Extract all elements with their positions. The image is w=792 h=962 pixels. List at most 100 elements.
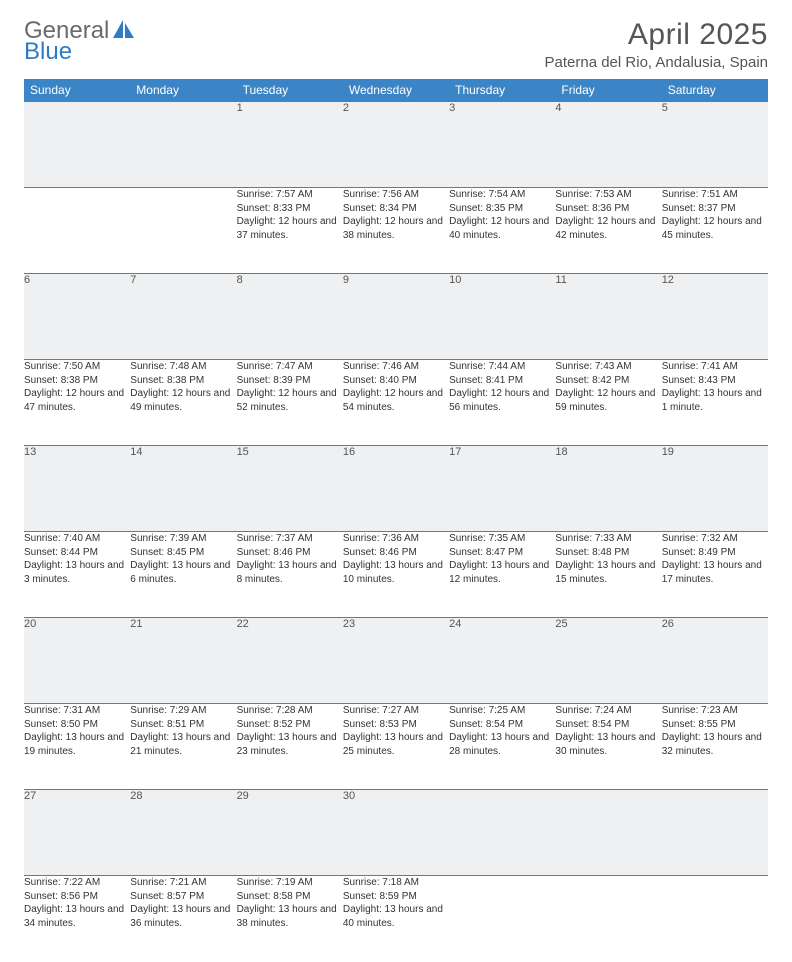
- daylight-line: Daylight: 13 hours and 36 minutes.: [130, 903, 236, 930]
- daylight-line: Daylight: 13 hours and 3 minutes.: [24, 559, 130, 586]
- sunrise-line: Sunrise: 7:22 AM: [24, 876, 130, 890]
- day-content-cell: Sunrise: 7:28 AMSunset: 8:52 PMDaylight:…: [237, 704, 343, 790]
- day-content-cell: Sunrise: 7:41 AMSunset: 8:43 PMDaylight:…: [662, 360, 768, 446]
- day-number-cell: 20: [24, 618, 130, 704]
- day-number-cell: 26: [662, 618, 768, 704]
- week-content-row: Sunrise: 7:22 AMSunset: 8:56 PMDaylight:…: [24, 876, 768, 962]
- daylight-line: Daylight: 12 hours and 40 minutes.: [449, 215, 555, 242]
- day-number-cell: 5: [662, 102, 768, 188]
- sunrise-line: Sunrise: 7:57 AM: [237, 188, 343, 202]
- location-subtitle: Paterna del Rio, Andalusia, Spain: [545, 54, 768, 71]
- day-number-cell: 2: [343, 102, 449, 188]
- daylight-line: Daylight: 13 hours and 23 minutes.: [237, 731, 343, 758]
- day-content-cell: Sunrise: 7:18 AMSunset: 8:59 PMDaylight:…: [343, 876, 449, 962]
- daylight-line: Daylight: 13 hours and 19 minutes.: [24, 731, 130, 758]
- day-number-cell: 17: [449, 446, 555, 532]
- sunset-line: Sunset: 8:34 PM: [343, 202, 449, 216]
- day-content-cell: Sunrise: 7:44 AMSunset: 8:41 PMDaylight:…: [449, 360, 555, 446]
- sunrise-line: Sunrise: 7:39 AM: [130, 532, 236, 546]
- weekday-header: Tuesday: [237, 79, 343, 102]
- day-content-cell: [24, 188, 130, 274]
- week-content-row: Sunrise: 7:40 AMSunset: 8:44 PMDaylight:…: [24, 532, 768, 618]
- sunset-line: Sunset: 8:38 PM: [130, 374, 236, 388]
- daylight-line: Daylight: 13 hours and 10 minutes.: [343, 559, 449, 586]
- day-number-cell: 16: [343, 446, 449, 532]
- sunset-line: Sunset: 8:40 PM: [343, 374, 449, 388]
- sunrise-line: Sunrise: 7:31 AM: [24, 704, 130, 718]
- day-content-cell: Sunrise: 7:19 AMSunset: 8:58 PMDaylight:…: [237, 876, 343, 962]
- day-content-cell: Sunrise: 7:29 AMSunset: 8:51 PMDaylight:…: [130, 704, 236, 790]
- sunrise-line: Sunrise: 7:36 AM: [343, 532, 449, 546]
- daylight-line: Daylight: 13 hours and 17 minutes.: [662, 559, 768, 586]
- day-number-cell: 3: [449, 102, 555, 188]
- day-content-cell: [555, 876, 661, 962]
- weekday-header: Saturday: [662, 79, 768, 102]
- weekday-header: Wednesday: [343, 79, 449, 102]
- sunrise-line: Sunrise: 7:41 AM: [662, 360, 768, 374]
- sunset-line: Sunset: 8:42 PM: [555, 374, 661, 388]
- weekday-header-row: SundayMondayTuesdayWednesdayThursdayFrid…: [24, 79, 768, 102]
- day-content-cell: Sunrise: 7:25 AMSunset: 8:54 PMDaylight:…: [449, 704, 555, 790]
- day-content-cell: Sunrise: 7:23 AMSunset: 8:55 PMDaylight:…: [662, 704, 768, 790]
- daylight-line: Daylight: 13 hours and 1 minute.: [662, 387, 768, 414]
- day-content-cell: Sunrise: 7:43 AMSunset: 8:42 PMDaylight:…: [555, 360, 661, 446]
- sunrise-line: Sunrise: 7:25 AM: [449, 704, 555, 718]
- week-content-row: Sunrise: 7:31 AMSunset: 8:50 PMDaylight:…: [24, 704, 768, 790]
- sunrise-line: Sunrise: 7:29 AM: [130, 704, 236, 718]
- sunset-line: Sunset: 8:45 PM: [130, 546, 236, 560]
- sunrise-line: Sunrise: 7:56 AM: [343, 188, 449, 202]
- sunrise-line: Sunrise: 7:35 AM: [449, 532, 555, 546]
- day-content-cell: Sunrise: 7:54 AMSunset: 8:35 PMDaylight:…: [449, 188, 555, 274]
- day-number-cell: [449, 790, 555, 876]
- day-number-cell: 25: [555, 618, 661, 704]
- sunrise-line: Sunrise: 7:54 AM: [449, 188, 555, 202]
- day-number-cell: 7: [130, 274, 236, 360]
- daylight-line: Daylight: 12 hours and 56 minutes.: [449, 387, 555, 414]
- day-number-cell: [662, 790, 768, 876]
- sunrise-line: Sunrise: 7:28 AM: [237, 704, 343, 718]
- daylight-line: Daylight: 12 hours and 45 minutes.: [662, 215, 768, 242]
- sunrise-line: Sunrise: 7:40 AM: [24, 532, 130, 546]
- day-number-cell: 1: [237, 102, 343, 188]
- sunrise-line: Sunrise: 7:33 AM: [555, 532, 661, 546]
- day-content-cell: Sunrise: 7:27 AMSunset: 8:53 PMDaylight:…: [343, 704, 449, 790]
- daylight-line: Daylight: 13 hours and 25 minutes.: [343, 731, 449, 758]
- sunrise-line: Sunrise: 7:43 AM: [555, 360, 661, 374]
- daylight-line: Daylight: 13 hours and 32 minutes.: [662, 731, 768, 758]
- title-block: April 2025 Paterna del Rio, Andalusia, S…: [545, 18, 768, 71]
- sunset-line: Sunset: 8:55 PM: [662, 718, 768, 732]
- sunset-line: Sunset: 8:50 PM: [24, 718, 130, 732]
- day-number-cell: 18: [555, 446, 661, 532]
- day-number-cell: 28: [130, 790, 236, 876]
- day-number-cell: 15: [237, 446, 343, 532]
- sunset-line: Sunset: 8:43 PM: [662, 374, 768, 388]
- day-number-cell: 21: [130, 618, 236, 704]
- day-content-cell: Sunrise: 7:37 AMSunset: 8:46 PMDaylight:…: [237, 532, 343, 618]
- sunset-line: Sunset: 8:38 PM: [24, 374, 130, 388]
- sunrise-line: Sunrise: 7:48 AM: [130, 360, 236, 374]
- day-content-cell: [449, 876, 555, 962]
- daylight-line: Daylight: 13 hours and 6 minutes.: [130, 559, 236, 586]
- sail-icon: [113, 20, 135, 45]
- day-content-cell: Sunrise: 7:50 AMSunset: 8:38 PMDaylight:…: [24, 360, 130, 446]
- sunrise-line: Sunrise: 7:50 AM: [24, 360, 130, 374]
- sunset-line: Sunset: 8:59 PM: [343, 890, 449, 904]
- day-number-cell: 10: [449, 274, 555, 360]
- day-number-cell: [24, 102, 130, 188]
- week-daynum-row: 12345: [24, 102, 768, 188]
- sunset-line: Sunset: 8:39 PM: [237, 374, 343, 388]
- day-number-cell: 27: [24, 790, 130, 876]
- daylight-line: Daylight: 13 hours and 12 minutes.: [449, 559, 555, 586]
- sunset-line: Sunset: 8:52 PM: [237, 718, 343, 732]
- day-number-cell: 12: [662, 274, 768, 360]
- sunset-line: Sunset: 8:53 PM: [343, 718, 449, 732]
- sunrise-line: Sunrise: 7:23 AM: [662, 704, 768, 718]
- daylight-line: Daylight: 12 hours and 37 minutes.: [237, 215, 343, 242]
- day-content-cell: [130, 188, 236, 274]
- daylight-line: Daylight: 12 hours and 38 minutes.: [343, 215, 449, 242]
- sunset-line: Sunset: 8:47 PM: [449, 546, 555, 560]
- week-content-row: Sunrise: 7:57 AMSunset: 8:33 PMDaylight:…: [24, 188, 768, 274]
- day-content-cell: Sunrise: 7:39 AMSunset: 8:45 PMDaylight:…: [130, 532, 236, 618]
- daylight-line: Daylight: 13 hours and 21 minutes.: [130, 731, 236, 758]
- sunset-line: Sunset: 8:58 PM: [237, 890, 343, 904]
